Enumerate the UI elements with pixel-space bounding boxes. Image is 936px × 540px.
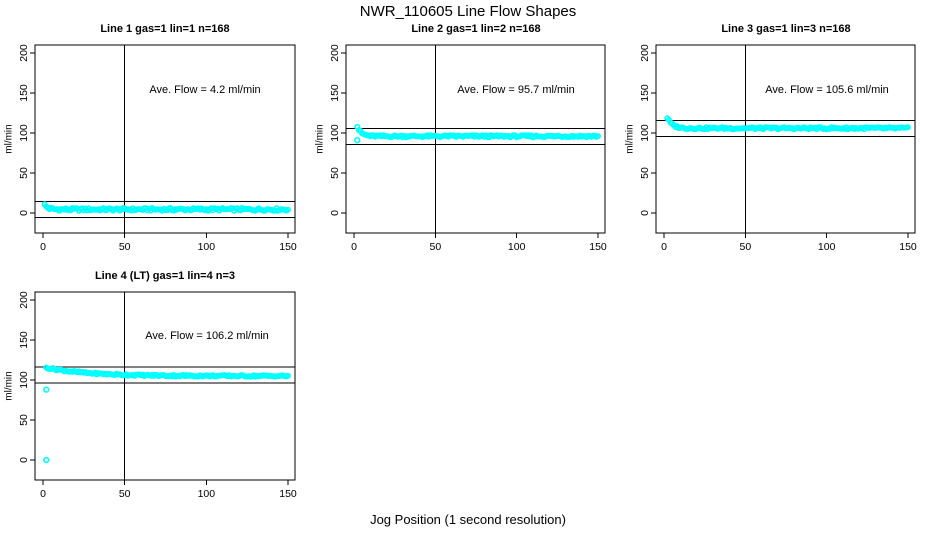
- panel-4-y-axis-label: ml/min: [3, 371, 15, 401]
- svg-text:0: 0: [639, 210, 651, 216]
- svg-text:100: 100: [18, 371, 30, 389]
- panel-4-axes: 0 50 100 150 0 50 100 150 200: [18, 291, 297, 500]
- svg-text:150: 150: [639, 84, 651, 102]
- panel-2-axes: 0 50 100 150 0 50 100 150 200: [329, 44, 607, 253]
- panel-3-data-points: [664, 115, 911, 133]
- svg-text:0: 0: [40, 241, 46, 253]
- svg-text:0: 0: [18, 210, 30, 216]
- svg-text:150: 150: [279, 241, 297, 253]
- svg-text:150: 150: [18, 331, 30, 349]
- panel-2-y-axis-label: ml/min: [314, 124, 326, 154]
- svg-text:0: 0: [18, 457, 30, 463]
- svg-text:0: 0: [351, 241, 357, 253]
- panel-2-ave-flow-label: Ave. Flow = 95.7 ml/min: [457, 84, 575, 96]
- svg-text:50: 50: [429, 241, 441, 253]
- svg-text:50: 50: [119, 241, 131, 253]
- svg-text:100: 100: [198, 488, 216, 500]
- panel-2-reference-lines: [346, 45, 605, 233]
- svg-text:50: 50: [739, 241, 751, 253]
- panel-3-y-axis-label: ml/min: [624, 124, 636, 154]
- panel-1-frame: [34, 44, 296, 234]
- panel-1-ave-flow-label: Ave. Flow = 4.2 ml/min: [149, 84, 261, 96]
- panel-4-title: Line 4 (LT) gas=1 lin=4 n=3: [94, 270, 236, 282]
- panel-4-ave-flow-label: Ave. Flow = 106.2 ml/min: [145, 330, 269, 342]
- panel-1: 0 50 100 150 0 50 100 150 200: [18, 44, 297, 253]
- svg-text:200: 200: [639, 44, 651, 62]
- svg-text:50: 50: [18, 167, 30, 179]
- svg-text:100: 100: [818, 241, 836, 253]
- svg-text:150: 150: [899, 241, 917, 253]
- svg-text:50: 50: [329, 167, 341, 179]
- svg-text:0: 0: [40, 488, 46, 500]
- panel-3-title: Line 3 gas=1 lin=3 n=168: [721, 23, 851, 35]
- svg-text:100: 100: [639, 124, 651, 142]
- svg-text:150: 150: [589, 241, 607, 253]
- panel-4-frame: [34, 291, 296, 481]
- svg-text:100: 100: [18, 124, 30, 142]
- figure-x-axis-label: Jog Position (1 second resolution): [370, 512, 566, 527]
- svg-text:150: 150: [329, 84, 341, 102]
- svg-text:100: 100: [508, 241, 526, 253]
- panel-3-frame: [655, 44, 916, 234]
- panel-1-axes: 0 50 100 150 0 50 100 150 200: [18, 44, 297, 253]
- figure-title: NWR_110605 Line Flow Shapes: [359, 3, 577, 20]
- panel-3-reference-lines: [656, 45, 915, 233]
- panel-3-ave-flow-label: Ave. Flow = 105.6 ml/min: [765, 84, 889, 96]
- panel-2: 0 50 100 150 0 50 100 150 200: [329, 44, 607, 253]
- panel-1-data-points: [41, 201, 291, 214]
- panel-4-reference-lines: [35, 292, 295, 480]
- svg-text:150: 150: [279, 488, 297, 500]
- svg-text:150: 150: [18, 84, 30, 102]
- svg-text:0: 0: [329, 210, 341, 216]
- svg-text:200: 200: [18, 44, 30, 62]
- panel-1-title: Line 1 gas=1 lin=1 n=168: [100, 23, 230, 35]
- svg-text:50: 50: [639, 167, 651, 179]
- panel-1-y-axis-label: ml/min: [3, 124, 15, 154]
- svg-text:0: 0: [661, 241, 667, 253]
- panel-3: 0 50 100 150 0 50 100 150 200: [639, 44, 917, 253]
- panel-3-axes: 0 50 100 150 0 50 100 150 200: [639, 44, 917, 253]
- svg-text:200: 200: [18, 291, 30, 309]
- svg-text:100: 100: [198, 241, 216, 253]
- panel-1-reference-lines: [35, 45, 295, 233]
- svg-text:200: 200: [329, 44, 341, 62]
- panel-2-frame: [345, 44, 606, 234]
- panel-2-data-points: [354, 123, 601, 144]
- panel-2-title: Line 2 gas=1 lin=2 n=168: [411, 23, 541, 35]
- panel-4: 0 50 100 150 0 50 100 150 200: [18, 291, 297, 500]
- panel-4-data-points: [43, 364, 291, 464]
- svg-text:50: 50: [18, 414, 30, 426]
- svg-text:50: 50: [119, 488, 131, 500]
- svg-text:100: 100: [329, 124, 341, 142]
